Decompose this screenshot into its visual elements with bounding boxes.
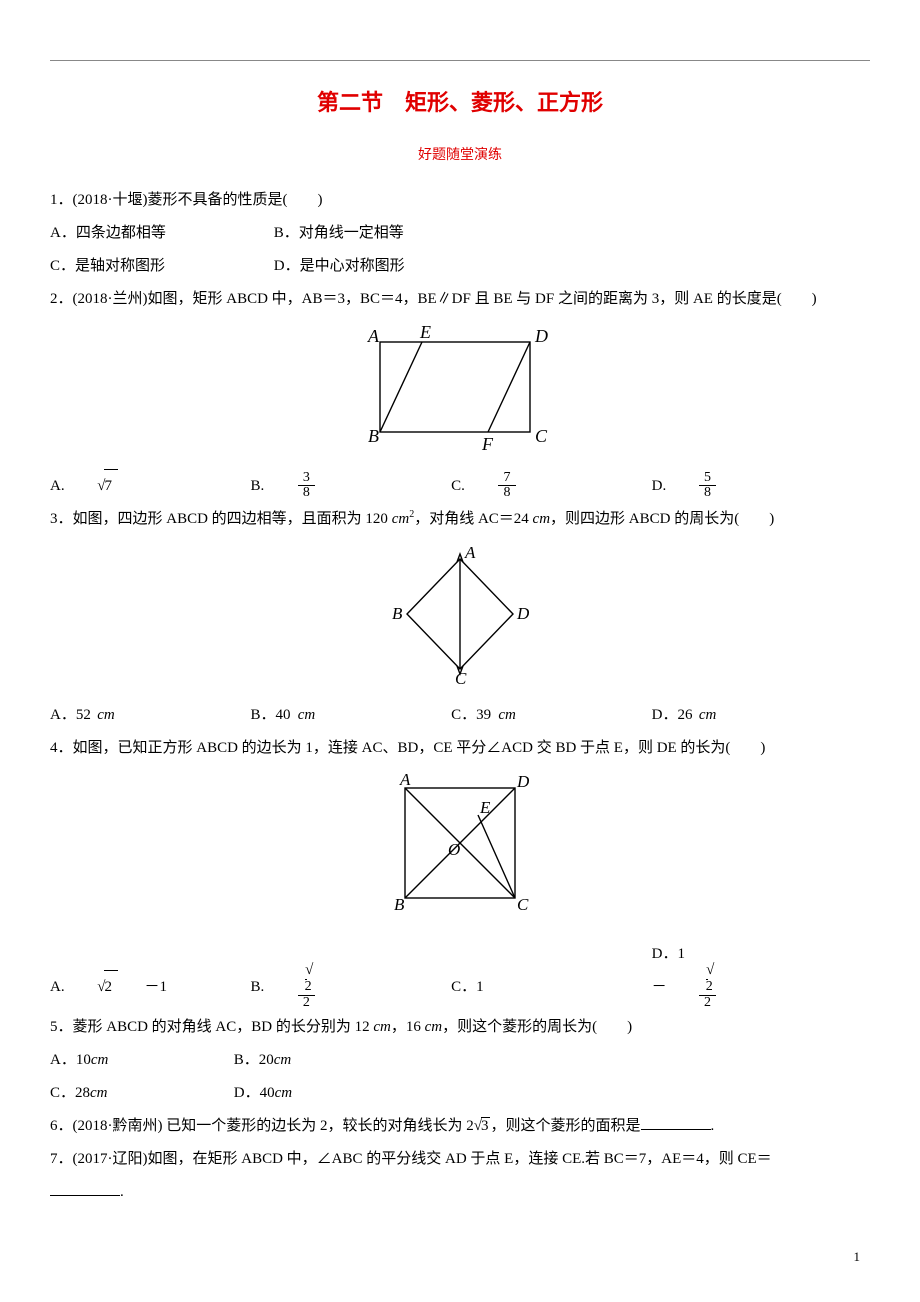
q2-stem: 2．(2018·兰州)如图，矩形 ABCD 中，AB＝3，BC＝4，BE∥DF …: [50, 283, 870, 316]
q4-options: A.2－1 B.22 C．1 D．1－22: [50, 938, 870, 1011]
top-rule: [50, 60, 870, 61]
q2-options: A.7 B.38 C.78 D.58: [50, 469, 870, 503]
q2-opt-d: D.58: [652, 470, 849, 503]
q3-label-B: B: [392, 604, 403, 623]
q7-blank: [50, 1179, 120, 1197]
q3-options: A．52 cm B．40 cm C．39 cm D．26 cm: [50, 699, 870, 732]
q3-figure: A B D C: [50, 544, 870, 697]
q3-opt-c: C．39 cm: [451, 699, 648, 732]
q1-opt-a: A．四条边都相等: [50, 217, 270, 250]
q2-svg: A E D B F C: [360, 324, 560, 454]
q1-opt-c: C．是轴对称图形: [50, 250, 270, 283]
q7-stem: 7．(2017·辽阳)如图，在矩形 ABCD 中，∠ABC 的平分线交 AD 于…: [50, 1143, 870, 1176]
q4-label-C: C: [517, 895, 529, 914]
q7-tail: .: [50, 1176, 870, 1209]
q3-svg: A B D C: [385, 544, 535, 684]
q4-stem: 4．如图，已知正方形 ABCD 的边长为 1，连接 AC、BD，CE 平分∠AC…: [50, 732, 870, 765]
q4-label-E: E: [479, 798, 491, 817]
q5-opt-a: A．10 cm: [50, 1044, 230, 1077]
q4-opt-b: B.22: [251, 964, 448, 1011]
q1-opt-d: D．是中心对称图形: [274, 250, 405, 283]
section-subtitle: 好题随堂演练: [50, 139, 870, 170]
q2-label-D: D: [534, 326, 548, 346]
q4-label-D: D: [516, 773, 530, 791]
q1-options-row2: C．是轴对称图形 D．是中心对称图形: [50, 250, 870, 283]
q1-stem: 1．(2018·十堰)菱形不具备的性质是( ): [50, 184, 870, 217]
q3-label-A: A: [464, 544, 476, 562]
q2-label-E: E: [419, 324, 431, 342]
q2-label-F: F: [481, 434, 494, 454]
q6-blank: [641, 1113, 711, 1131]
q5-options-row1: A．10 cm B．20 cm: [50, 1044, 870, 1077]
q2-label-C: C: [535, 426, 548, 446]
q2-opt-b: B.38: [251, 470, 448, 503]
q5-opt-b: B．20 cm: [234, 1044, 292, 1077]
q3-opt-d: D．26 cm: [652, 699, 849, 732]
section-title: 第二节 矩形、菱形、正方形: [50, 79, 870, 127]
q4-label-A: A: [399, 773, 411, 789]
q4-svg: A D B C E O: [380, 773, 540, 923]
q5-opt-c: C．28 cm: [50, 1077, 230, 1110]
q6-stem: 6．(2018·黔南州) 已知一个菱形的边长为 2，较长的对角线长为 23，则这…: [50, 1110, 870, 1143]
q2-label-A: A: [367, 326, 380, 346]
q4-figure: A D B C E O: [50, 773, 870, 936]
q3-opt-a: A．52 cm: [50, 699, 247, 732]
q3-stem: 3．如图，四边形 ABCD 的四边相等，且面积为 120 cm2，对角线 AC＝…: [50, 503, 870, 536]
q5-stem: 5．菱形 ABCD 的对角线 AC，BD 的长分别为 12 cm，16 cm，则…: [50, 1011, 870, 1044]
q2-opt-a: A.7: [50, 469, 247, 503]
q3-label-D: D: [516, 604, 530, 623]
q1-opt-b: B．对角线一定相等: [274, 217, 404, 250]
page-number: 1: [854, 1243, 861, 1272]
q4-opt-a: A.2－1: [50, 970, 247, 1004]
q3-label-C: C: [455, 669, 467, 684]
q4-opt-d: D．1－22: [652, 938, 849, 1011]
q5-options-row2: C．28 cm D．40 cm: [50, 1077, 870, 1110]
q5-opt-d: D．40 cm: [234, 1077, 292, 1110]
q2-opt-c: C.78: [451, 470, 648, 503]
q4-label-O: O: [448, 840, 460, 859]
q1-options-row1: A．四条边都相等 B．对角线一定相等: [50, 217, 870, 250]
q4-opt-c: C．1: [451, 971, 648, 1004]
q4-label-B: B: [394, 895, 405, 914]
q3-opt-b: B．40 cm: [251, 699, 448, 732]
q2-label-B: B: [368, 426, 379, 446]
q2-figure: A E D B F C: [50, 324, 870, 467]
